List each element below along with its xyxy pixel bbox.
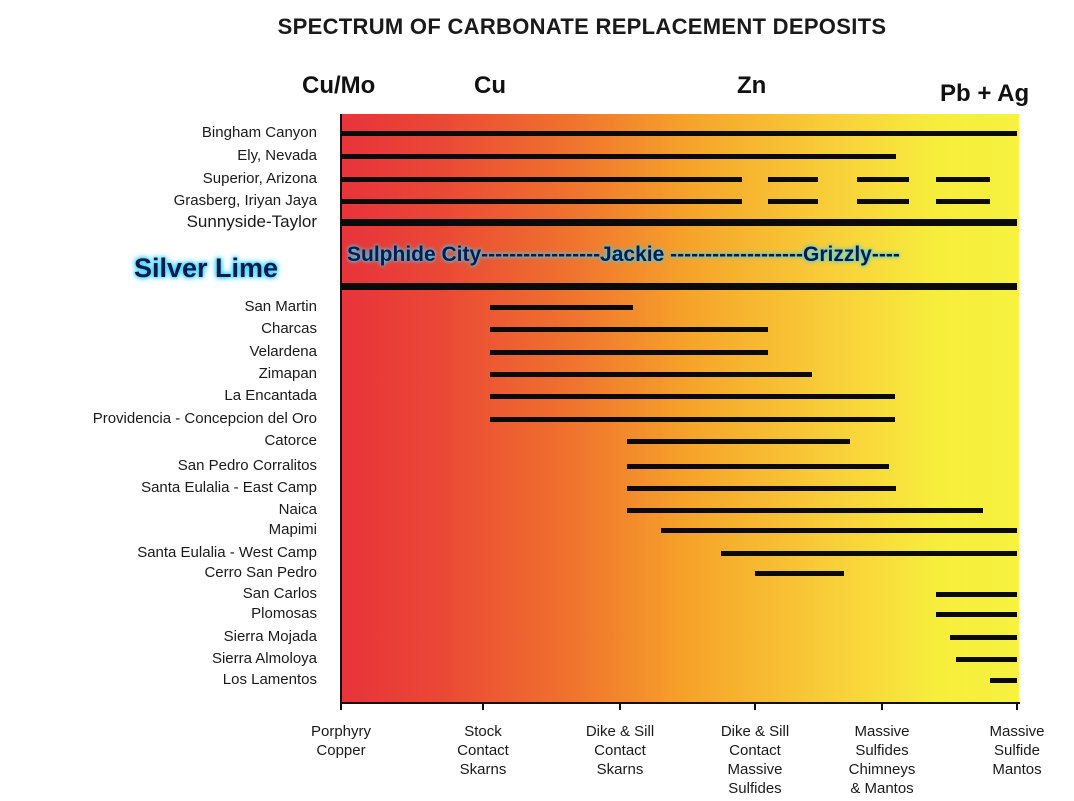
deposit-label: Superior, Arizona [202, 170, 317, 187]
x-axis-category-label: Dike & Sill Contact Massive Sulfides [720, 723, 790, 797]
metal-label-cu-mo: Cu/Mo [302, 72, 376, 99]
deposit-bar [489, 417, 896, 422]
deposit-bar [626, 508, 984, 513]
deposit-label: Catorce [264, 432, 317, 449]
deposit-label: Grasberg, Iriyan Jaya [173, 192, 317, 209]
deposit-bar [990, 678, 1017, 683]
x-axis-category-label: Stock Contact Skarns [457, 723, 509, 778]
deposit-label: Sierra Almoloya [211, 650, 317, 667]
deposit-label: Bingham Canyon [201, 124, 317, 141]
metal-label-zn: Zn [737, 72, 767, 99]
deposit-bar [936, 199, 990, 204]
deposit-bar [341, 177, 742, 182]
x-axis-category-label: Massive Sulfide Mantos [989, 723, 1045, 778]
deposit-bar [626, 486, 896, 491]
x-axis-category-label: Dike & Sill Contact Skarns [585, 723, 655, 778]
x-axis-tick [1016, 702, 1018, 710]
x-axis-tick [881, 702, 883, 710]
deposit-label: Naica [278, 501, 317, 518]
deposit-label: San Pedro Corralitos [177, 457, 317, 474]
deposit-label: Velardena [249, 343, 317, 360]
deposit-bar [341, 283, 1017, 290]
deposit-bar [767, 177, 819, 182]
deposit-bar [341, 131, 1017, 136]
x-axis-tick [619, 702, 621, 710]
deposit-label: San Martin [244, 298, 317, 315]
deposit-label: Sunnyside-Taylor [186, 212, 317, 231]
diagram-title: SPECTRUM OF CARBONATE REPLACEMENT DEPOSI… [277, 14, 887, 39]
deposit-label: Santa Eulalia - East Camp [141, 479, 317, 496]
deposit-label: Cerro San Pedro [204, 564, 317, 581]
silver-lime-annotation: Sulphide City-----------------Jackie ---… [347, 243, 900, 266]
x-axis-tick [754, 702, 756, 710]
deposit-bar [626, 464, 889, 469]
deposit-bar [626, 439, 851, 444]
deposit-bar [949, 635, 1017, 640]
deposit-bar [489, 327, 768, 332]
deposit-bar [489, 350, 768, 355]
deposit-bar [936, 592, 1017, 597]
bottom-axis [340, 702, 1020, 704]
deposit-bar [489, 372, 813, 377]
x-axis-tick [482, 702, 484, 710]
deposit-bar [489, 305, 634, 310]
silver-lime-label: Silver Lime [134, 253, 279, 283]
deposit-label: Ely, Nevada [237, 147, 317, 164]
deposit-label: La Encantada [224, 387, 317, 404]
gradient-panel [340, 114, 1019, 704]
deposit-bar [341, 199, 742, 204]
deposit-label: Charcas [261, 320, 317, 337]
metal-label-cu: Cu [474, 72, 506, 99]
deposit-bar [936, 612, 1017, 617]
deposit-label: Mapimi [268, 521, 317, 538]
deposit-bar [856, 199, 909, 204]
deposit-label: Los Lamentos [222, 671, 317, 688]
deposit-bar [721, 551, 1017, 556]
deposit-label: Zimapan [258, 365, 317, 382]
deposit-bar [755, 571, 844, 576]
deposit-bar [341, 154, 896, 159]
deposit-bar [767, 199, 819, 204]
deposit-label: Sierra Mojada [223, 628, 317, 645]
deposit-bar [856, 177, 909, 182]
deposit-bar [341, 219, 1017, 226]
metal-label-pb-ag: Pb + Ag [940, 80, 1030, 107]
left-axis [340, 114, 342, 704]
deposit-bar [489, 394, 896, 399]
x-axis-category-label: Massive Sulfides Chimneys & Mantos [848, 723, 916, 797]
deposit-label: Providencia - Concepcion del Oro [92, 410, 317, 427]
deposit-bar [956, 657, 1017, 662]
deposit-label: Plomosas [251, 605, 317, 622]
deposit-label: Santa Eulalia - West Camp [137, 544, 317, 561]
deposit-bar [936, 177, 990, 182]
deposit-label: San Carlos [242, 585, 317, 602]
x-axis-tick [340, 702, 342, 710]
x-axis-category-label: Porphyry Copper [310, 723, 372, 759]
deposit-bar [660, 528, 1017, 533]
